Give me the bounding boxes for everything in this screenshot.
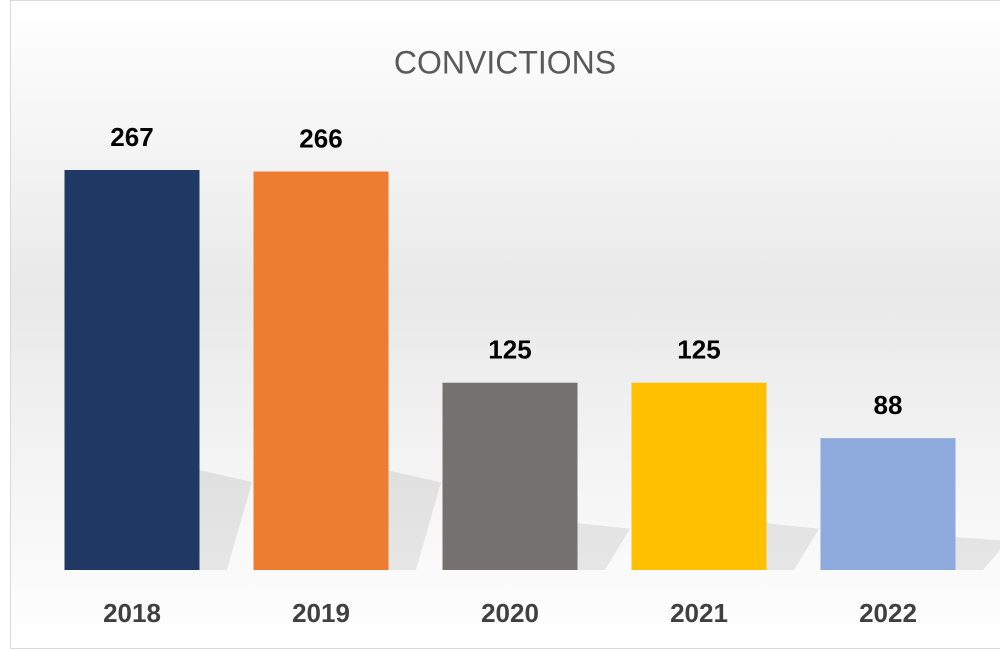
bar	[631, 382, 767, 570]
bar-shadow	[199, 470, 252, 570]
bar-shadow	[388, 470, 441, 570]
x-tick-label: 2022	[859, 598, 917, 628]
bar	[64, 170, 200, 570]
data-label: 266	[299, 123, 342, 153]
bar	[253, 171, 389, 571]
data-label: 125	[488, 335, 531, 365]
x-tick-label: 2020	[481, 598, 539, 628]
bar	[820, 438, 956, 570]
chart-title: CONVICTIONS	[394, 44, 616, 80]
bar-shadow	[955, 537, 1000, 570]
x-tick-label: 2021	[670, 598, 728, 628]
bar	[442, 382, 578, 570]
data-label: 88	[874, 390, 903, 420]
bar-shadow	[766, 523, 819, 570]
data-label: 267	[110, 122, 153, 152]
bar-shadow	[577, 523, 630, 570]
data-label: 125	[677, 335, 720, 365]
x-tick-label: 2018	[103, 598, 161, 628]
x-tick-label: 2019	[292, 598, 350, 628]
